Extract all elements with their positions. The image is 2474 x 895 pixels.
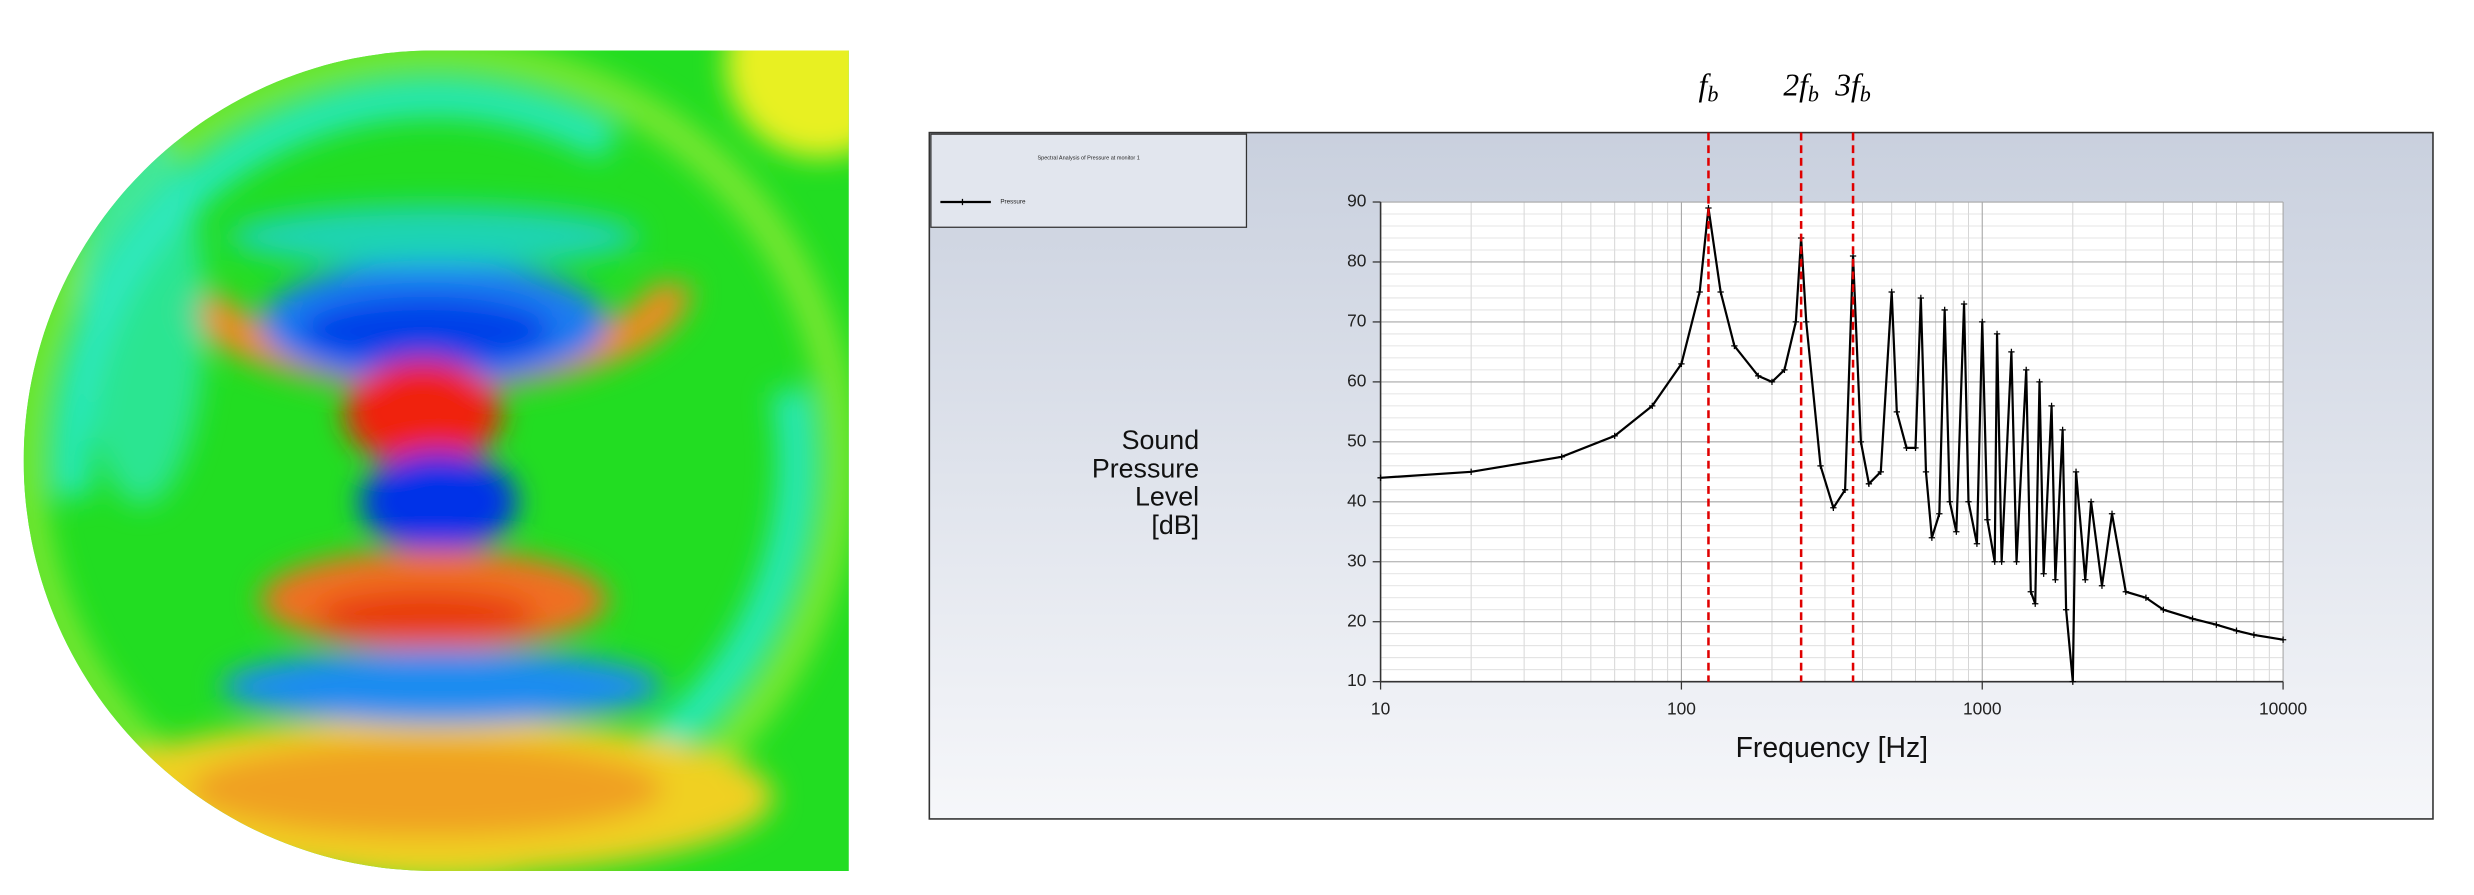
x-axis-label: Frequency [Hz]	[1736, 732, 1929, 764]
marker-label: 2fb	[1783, 68, 1819, 107]
x-tick-label: 10	[1371, 699, 1390, 719]
data-point	[1979, 318, 1986, 326]
data-point	[2108, 510, 2116, 517]
data-point	[1917, 294, 1924, 302]
data-point	[2048, 402, 2055, 410]
data-point	[2087, 498, 2095, 505]
x-tick-label: 100	[1667, 699, 1696, 719]
data-point	[2072, 468, 2080, 475]
y-axis-label: Pressure	[1092, 453, 1199, 483]
data-point	[1377, 474, 1384, 481]
data-point	[1558, 453, 1565, 460]
data-point	[2250, 631, 2258, 639]
x-tick-label: 1000	[1963, 699, 2002, 719]
data-point	[1857, 438, 1865, 446]
legend-title: Spectral Analysis of Pressure at monitor…	[1037, 155, 1139, 161]
data-point	[1678, 360, 1685, 368]
data-point	[1830, 504, 1837, 511]
legend-marker	[959, 198, 966, 206]
y-tick-label: 10	[1347, 670, 1366, 690]
data-point	[2008, 348, 2015, 356]
y-tick-label: 20	[1347, 610, 1366, 630]
data-point	[1998, 558, 2005, 565]
data-point	[1936, 510, 1943, 517]
marker-label-sub: b	[1860, 81, 1871, 106]
data-point	[1803, 318, 1810, 326]
data-point	[1877, 468, 1884, 475]
data-point	[1912, 444, 1919, 451]
marker-label-text: 3f	[1834, 68, 1864, 103]
data-point	[2142, 594, 2150, 601]
data-point	[1893, 408, 1900, 416]
y-tick-label: 40	[1347, 490, 1366, 510]
data-point	[1649, 402, 1656, 410]
data-point	[1946, 498, 1953, 505]
contour-image	[23, 50, 849, 872]
y-tick-label: 60	[1347, 370, 1366, 390]
data-point	[1865, 480, 1873, 487]
data-point	[1467, 468, 1475, 475]
data-point	[2040, 570, 2047, 577]
data-point	[1696, 288, 1703, 296]
data-point	[1973, 540, 1981, 547]
data-point	[2059, 426, 2066, 434]
x-tick-label: 10000	[2259, 699, 2307, 719]
data-point	[2027, 588, 2034, 595]
data-point	[2122, 588, 2129, 595]
marker-label-sub: b	[1707, 81, 1718, 106]
data-point	[2062, 606, 2070, 613]
data-point	[2023, 366, 2030, 374]
data-point	[2233, 627, 2240, 634]
data-point	[1965, 498, 1972, 505]
data-point	[2032, 600, 2039, 607]
marker-label-text: 2f	[1783, 68, 1812, 103]
data-point	[1903, 444, 1910, 451]
data-point	[2160, 606, 2167, 613]
y-tick-label: 70	[1347, 311, 1366, 331]
marker-label: fb	[1699, 68, 1719, 107]
y-axis-label: Sound	[1122, 425, 1200, 455]
data-point	[1781, 366, 1788, 374]
y-tick-label: 90	[1347, 191, 1366, 211]
data-point	[1984, 516, 1991, 523]
data-point	[1953, 528, 1960, 535]
data-point	[1768, 378, 1776, 386]
y-tick-label: 50	[1347, 430, 1366, 450]
data-point	[1922, 468, 1930, 475]
y-tick-label: 30	[1347, 550, 1366, 570]
data-point	[1817, 462, 1824, 469]
data-point	[2036, 378, 2043, 386]
data-point	[1941, 306, 1948, 314]
y-axis-label: Level	[1135, 482, 1199, 512]
data-point	[2052, 576, 2059, 583]
legend-box	[930, 133, 1248, 228]
data-point	[2013, 558, 2020, 565]
y-tick-label: 80	[1347, 251, 1366, 271]
data-point	[2213, 621, 2220, 628]
data-point	[1841, 486, 1849, 493]
data-point	[1731, 342, 1738, 350]
data-point	[1928, 534, 1936, 541]
legend-label: Pressure	[1000, 199, 1026, 206]
data-point	[2082, 576, 2089, 583]
marker-label-sub: b	[1808, 81, 1819, 106]
data-point	[1960, 300, 1968, 308]
data-point	[2189, 615, 2196, 622]
data-point	[2279, 636, 2287, 643]
data-point	[1611, 432, 1618, 440]
data-point	[1792, 318, 1799, 326]
data-point	[2098, 582, 2106, 589]
data-point	[2069, 678, 2076, 685]
data-point	[1717, 288, 1724, 296]
data-point	[1993, 330, 2001, 338]
data-point	[1991, 558, 1998, 565]
data-point	[1888, 288, 1895, 296]
data-point	[1755, 372, 1762, 380]
y-axis-label: [dB]	[1151, 510, 1199, 540]
marker-label: 3fb	[1834, 68, 1871, 107]
